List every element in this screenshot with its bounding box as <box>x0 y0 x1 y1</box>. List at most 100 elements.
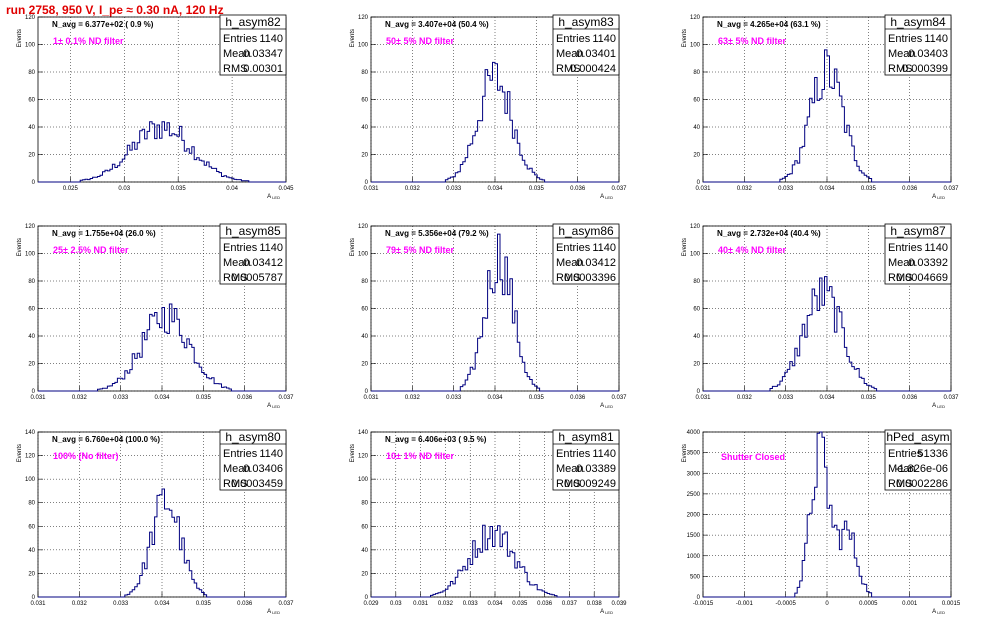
x-tick-label: 0.035 <box>196 395 212 401</box>
y-tick-label: 80 <box>693 70 700 76</box>
histogram-pad-h_asym86: 0.031 0.032 0.033 0.034 0.035 0.036 0.037 0 20 40… <box>350 223 627 409</box>
stats-box <box>219 14 287 76</box>
y-axis-title: Events <box>17 444 23 462</box>
y-tick-label: 0 <box>697 389 701 395</box>
x-axis-title: A LED <box>600 194 613 200</box>
stats-key: RMS <box>556 478 580 490</box>
x-tick-label: 0.036 <box>537 601 553 607</box>
x-axis-title: A LED <box>267 403 280 409</box>
y-tick-label: 120 <box>690 15 701 21</box>
y-tick-label: 4000 <box>687 430 701 436</box>
x-tick-label: 0.035 <box>171 186 187 192</box>
x-tick-label: 0.033 <box>446 186 462 192</box>
stats-value: 0.0003396 <box>564 272 616 284</box>
histogram-pad-h_asym84: 0.031 0.032 0.033 0.034 0.035 0.036 0.037 0 20 40… <box>682 14 959 200</box>
stats-key: RMS <box>556 272 580 284</box>
x-axis-title: A LED <box>932 194 945 200</box>
y-tick-label: 20 <box>361 153 368 159</box>
y-tick-label: 100 <box>358 252 369 258</box>
x-tick-label: 0.032 <box>737 395 753 401</box>
y-tick-label: 40 <box>693 334 700 340</box>
y-tick-label: 80 <box>28 501 35 507</box>
stats-key: RMS <box>888 272 912 284</box>
filter-annotation: 1± 0.1% ND filter <box>53 36 124 46</box>
y-tick-label: 120 <box>690 224 701 230</box>
stats-box <box>884 429 952 491</box>
y-tick-label: 100 <box>690 43 701 49</box>
stats-value: 0.000424 <box>570 63 616 75</box>
stats-value: 0.03389 <box>576 463 616 475</box>
x-axis-title: A LED <box>932 609 945 615</box>
x-tick-label: 0.03 <box>390 601 402 607</box>
x-tick-label: 0.036 <box>237 395 253 401</box>
y-tick-label: 40 <box>361 548 368 554</box>
y-tick-label: 20 <box>693 362 700 368</box>
x-axis-title: A LED <box>932 403 945 409</box>
x-tick-label: 0.034 <box>487 395 503 401</box>
navg-label: N_avg = 6.406e+03 ( 9.5 %) <box>385 435 487 444</box>
y-tick-label: 120 <box>358 15 369 21</box>
x-tick-label: 0.0005 <box>859 601 878 607</box>
stats-key: Mean <box>888 257 916 269</box>
y-tick-label: 100 <box>358 43 369 49</box>
stats-key: Mean <box>556 48 584 60</box>
x-tick-label: 0.034 <box>154 395 170 401</box>
y-tick-label: 80 <box>28 70 35 76</box>
navg-label: N_avg = 5.356e+04 (79.2 %) <box>385 229 489 238</box>
stats-value: 0.0002286 <box>896 478 948 490</box>
y-tick-label: 40 <box>28 548 35 554</box>
x-tick-label: 0.032 <box>737 186 753 192</box>
filter-annotation: 63± 5% ND filter <box>718 36 786 46</box>
y-tick-label: 60 <box>28 98 35 104</box>
stats-box <box>884 14 952 76</box>
x-axis-title: A LED <box>267 194 280 200</box>
stats-key: Mean <box>223 257 251 269</box>
stats-value: 0.03412 <box>243 257 283 269</box>
y-tick-label: 120 <box>358 224 369 230</box>
x-tick-label: 0.036 <box>570 395 586 401</box>
stats-box <box>884 223 952 285</box>
y-tick-label: 0 <box>32 389 36 395</box>
histogram-pad-h_asym83: 0.031 0.032 0.033 0.034 0.035 0.036 0.037 0 20 40… <box>350 14 627 200</box>
stats-box <box>552 223 620 285</box>
stats-box <box>219 429 287 491</box>
y-tick-label: 0 <box>365 389 369 395</box>
y-tick-label: 20 <box>693 153 700 159</box>
x-tick-label: -0.001 <box>736 601 754 607</box>
y-tick-label: 3000 <box>687 471 701 477</box>
stats-key: Mean <box>223 48 251 60</box>
x-tick-label: 0.031 <box>695 395 711 401</box>
stats-value: 0.03347 <box>243 48 283 60</box>
y-tick-label: 80 <box>28 279 35 285</box>
x-tick-label: 0.034 <box>154 601 170 607</box>
y-tick-label: 0 <box>697 180 701 186</box>
y-tick-label: 20 <box>361 362 368 368</box>
x-tick-label: 0.025 <box>63 186 79 192</box>
x-tick-label: 0.038 <box>587 601 603 607</box>
navg-label: N_avg = 6.760e+04 (100.0 %) <box>52 435 160 444</box>
x-tick-label: 0.031 <box>413 601 429 607</box>
histogram-line <box>703 276 951 392</box>
y-tick-label: 0 <box>365 180 369 186</box>
stats-key: Mean <box>888 48 916 60</box>
histogram-line <box>371 233 619 392</box>
y-tick-label: 0 <box>697 595 701 601</box>
y-tick-label: 120 <box>25 15 36 21</box>
x-tick-label: 0.031 <box>695 186 711 192</box>
stats-value: 1140 <box>259 242 283 254</box>
histogram-pad-h_asym87: 0.031 0.032 0.033 0.034 0.035 0.036 0.037 0 20 40… <box>682 223 959 409</box>
y-tick-label: 60 <box>693 98 700 104</box>
y-tick-label: 40 <box>28 125 35 131</box>
stats-value: 51336 <box>917 448 948 460</box>
y-tick-label: 80 <box>361 279 368 285</box>
stats-box <box>219 223 287 285</box>
stats-value: 0.03392 <box>908 257 948 269</box>
stats-key: Entries <box>556 448 591 460</box>
stats-value: 0.0005787 <box>231 272 283 284</box>
y-tick-label: 140 <box>358 430 369 436</box>
x-tick-label: 0.032 <box>438 601 454 607</box>
x-tick-label: 0.034 <box>487 186 503 192</box>
stats-value: 1140 <box>924 33 948 45</box>
x-axis-title: A LED <box>267 609 280 615</box>
x-tick-label: 0.035 <box>861 395 877 401</box>
